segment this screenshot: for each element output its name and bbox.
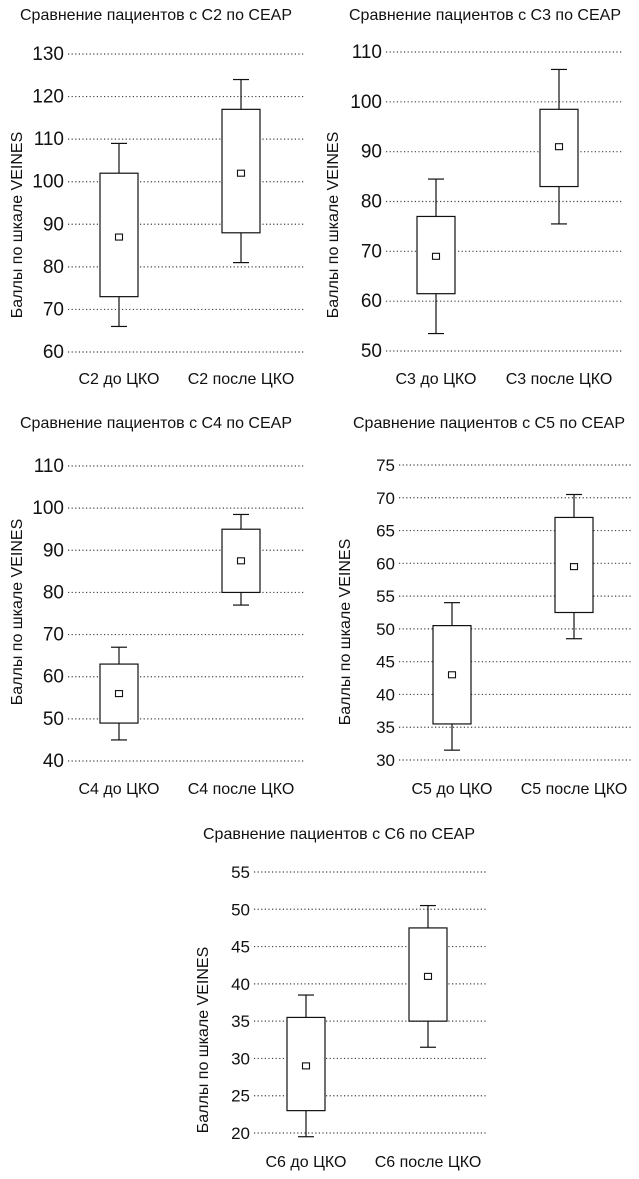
y-axis-label: Баллы по шкале VEINES (9, 132, 26, 318)
category-label: С3 после ЦКО (506, 371, 613, 388)
chart-title: Сравнение пациентов с С4 по СЕАР (20, 415, 292, 432)
y-tick-label: 35 (231, 1012, 250, 1031)
y-tick-label: 45 (376, 653, 395, 672)
y-tick-label: 50 (43, 709, 64, 730)
chart-title: Сравнение пациентов с С6 по СЕАР (203, 826, 475, 843)
y-tick-label: 70 (43, 625, 64, 646)
category-label: С2 до ЦКО (79, 371, 160, 388)
category-label: С6 до ЦКО (266, 1154, 347, 1171)
y-tick-label: 100 (350, 92, 382, 113)
y-tick-label: 90 (43, 214, 64, 235)
category-label: С5 до ЦКО (412, 781, 493, 798)
y-tick-label: 130 (32, 44, 64, 65)
y-tick-label: 120 (32, 87, 64, 108)
category-label: С4 до ЦКО (79, 781, 160, 798)
y-axis-label: Баллы по шкале VEINES (9, 519, 26, 705)
chart-title: Сравнение пациентов с С5 по СЕАР (353, 415, 625, 432)
y-tick-label: 90 (361, 142, 382, 163)
y-tick-label: 70 (376, 489, 395, 508)
y-tick-label: 40 (231, 975, 250, 994)
y-tick-label: 40 (43, 751, 64, 772)
y-tick-label: 60 (361, 291, 382, 312)
median-marker (569, 563, 579, 571)
chart-title: Сравнение пациентов с С3 по СЕАР (349, 7, 621, 24)
y-tick-label: 100 (32, 172, 64, 193)
y-tick-label: 50 (361, 341, 382, 362)
box-series-after: С2 после ЦКО (188, 78, 295, 388)
box-series-before: С3 до ЦКО (396, 178, 477, 388)
y-tick-label: 30 (376, 751, 395, 770)
y-tick-label: 60 (43, 667, 64, 688)
y-tick-label: 50 (376, 620, 395, 639)
box-plot-panel: Сравнение пациентов с С2 по СЕАР Баллы по… (9, 7, 305, 388)
y-tick-label: 25 (231, 1087, 250, 1106)
y-tick-label: 110 (34, 129, 64, 150)
y-tick-label: 110 (352, 42, 382, 63)
y-tick-label: 45 (231, 938, 250, 957)
chart-title: Сравнение пациентов с С2 по СЕАР (20, 7, 292, 24)
box-plot-panel: Сравнение пациентов с С5 по СЕАР Баллы по… (337, 415, 632, 798)
y-tick-label: 65 (376, 522, 395, 541)
y-tick-label: 35 (376, 718, 395, 737)
y-tick-label: 110 (34, 456, 64, 477)
interquartile-box (416, 215, 456, 295)
y-axis-label: Баллы по шкале VEINES (325, 132, 342, 318)
y-axis-label: Баллы по шкале VEINES (195, 947, 212, 1133)
box-series-after: С5 после ЦКО (521, 493, 628, 798)
box-series-before: С6 до ЦКО (266, 994, 347, 1171)
median-marker (301, 1062, 311, 1070)
y-tick-label: 70 (43, 299, 64, 320)
category-label: С2 после ЦКО (188, 371, 295, 388)
y-tick-label: 80 (361, 192, 382, 213)
y-tick-label: 40 (376, 685, 395, 704)
box-plot-panel: Сравнение пациентов с С3 по СЕАР Баллы по… (325, 7, 622, 388)
box-series-before: С2 до ЦКО (79, 142, 160, 388)
category-label: С6 после ЦКО (375, 1154, 482, 1171)
median-marker (554, 143, 564, 151)
y-tick-label: 100 (32, 498, 64, 519)
median-marker (447, 671, 457, 679)
y-tick-label: 55 (376, 587, 395, 606)
box-series-before: С5 до ЦКО (412, 602, 493, 798)
median-marker (423, 972, 433, 980)
median-marker (114, 690, 124, 698)
box-plot-panel: Сравнение пациентов с С6 по СЕАР Баллы по… (195, 826, 486, 1171)
box-plot-panel: Сравнение пациентов с С4 по СЕАР Баллы по… (9, 415, 305, 798)
category-label: С3 до ЦКО (396, 371, 477, 388)
y-tick-label: 90 (43, 540, 64, 561)
y-tick-label: 50 (231, 900, 250, 919)
y-tick-label: 60 (43, 342, 64, 363)
box-series-after: С4 после ЦКО (188, 513, 295, 798)
category-label: С4 после ЦКО (188, 781, 295, 798)
median-marker (114, 233, 124, 241)
y-tick-label: 80 (43, 257, 64, 278)
y-tick-label: 30 (231, 1049, 250, 1068)
median-marker (236, 169, 246, 177)
box-series-before: С4 до ЦКО (79, 646, 160, 798)
median-marker (236, 557, 246, 565)
box-series-after: С6 после ЦКО (375, 904, 482, 1171)
y-axis-label: Баллы по шкале VEINES (337, 539, 354, 725)
y-tick-label: 60 (376, 554, 395, 573)
y-tick-label: 80 (43, 582, 64, 603)
median-marker (431, 252, 441, 260)
y-tick-label: 70 (361, 241, 382, 262)
y-tick-label: 20 (231, 1124, 250, 1143)
y-tick-label: 55 (231, 863, 250, 882)
category-label: С5 после ЦКО (521, 781, 628, 798)
y-tick-label: 75 (376, 456, 395, 475)
box-series-after: С3 после ЦКО (506, 68, 613, 388)
